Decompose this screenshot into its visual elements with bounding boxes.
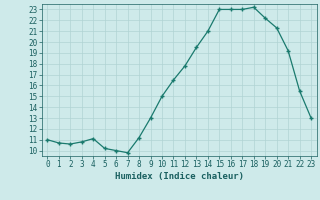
X-axis label: Humidex (Indice chaleur): Humidex (Indice chaleur): [115, 172, 244, 181]
